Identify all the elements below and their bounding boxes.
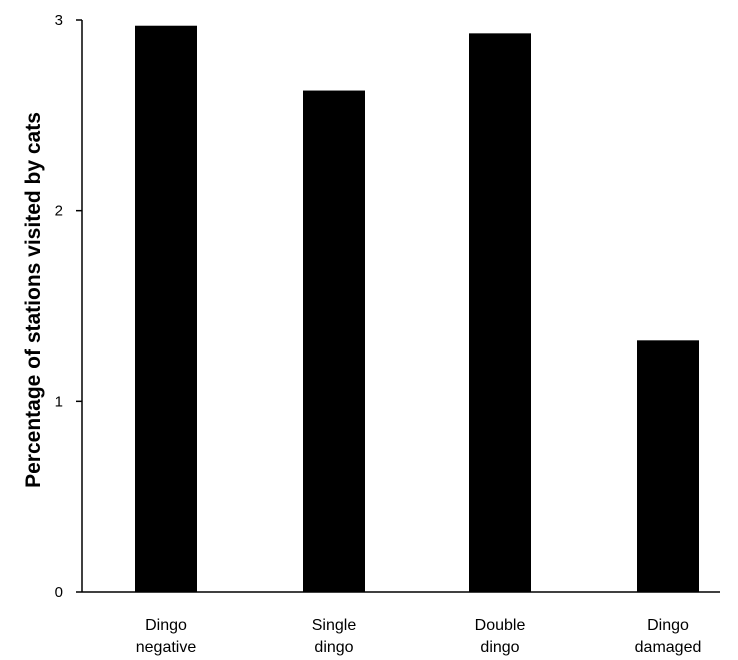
y-ticks: 0 1 2 3 [55, 12, 82, 601]
x-category-label-2-line-0: Double [475, 617, 526, 634]
x-labels: Dingo negative Single dingo Double dingo Dingo… [136, 617, 702, 656]
bar-2 [469, 33, 531, 592]
bars [135, 25, 699, 593]
y-tick-label-0: 0 [55, 584, 63, 601]
x-category-label-3-line-0: Dingo [647, 617, 689, 634]
y-tick-label-1: 1 [55, 393, 63, 410]
x-category-label-1-line-1: dingo [314, 639, 353, 656]
y-axis-title: Percentage of stations visited by cats [22, 112, 45, 488]
bar-1 [303, 90, 365, 593]
x-category-label-2-line-1: dingo [480, 639, 519, 656]
x-category-label-0-line-1: negative [136, 639, 197, 656]
y-tick-label-2: 2 [55, 203, 63, 220]
bar-0 [135, 25, 197, 593]
x-category-label-3-line-1: damaged [635, 639, 702, 656]
bar-3 [637, 340, 699, 592]
x-category-label-1-line-0: Single [312, 617, 357, 634]
y-tick-label-3: 3 [55, 12, 63, 29]
x-category-label-0-line-0: Dingo [145, 617, 187, 634]
